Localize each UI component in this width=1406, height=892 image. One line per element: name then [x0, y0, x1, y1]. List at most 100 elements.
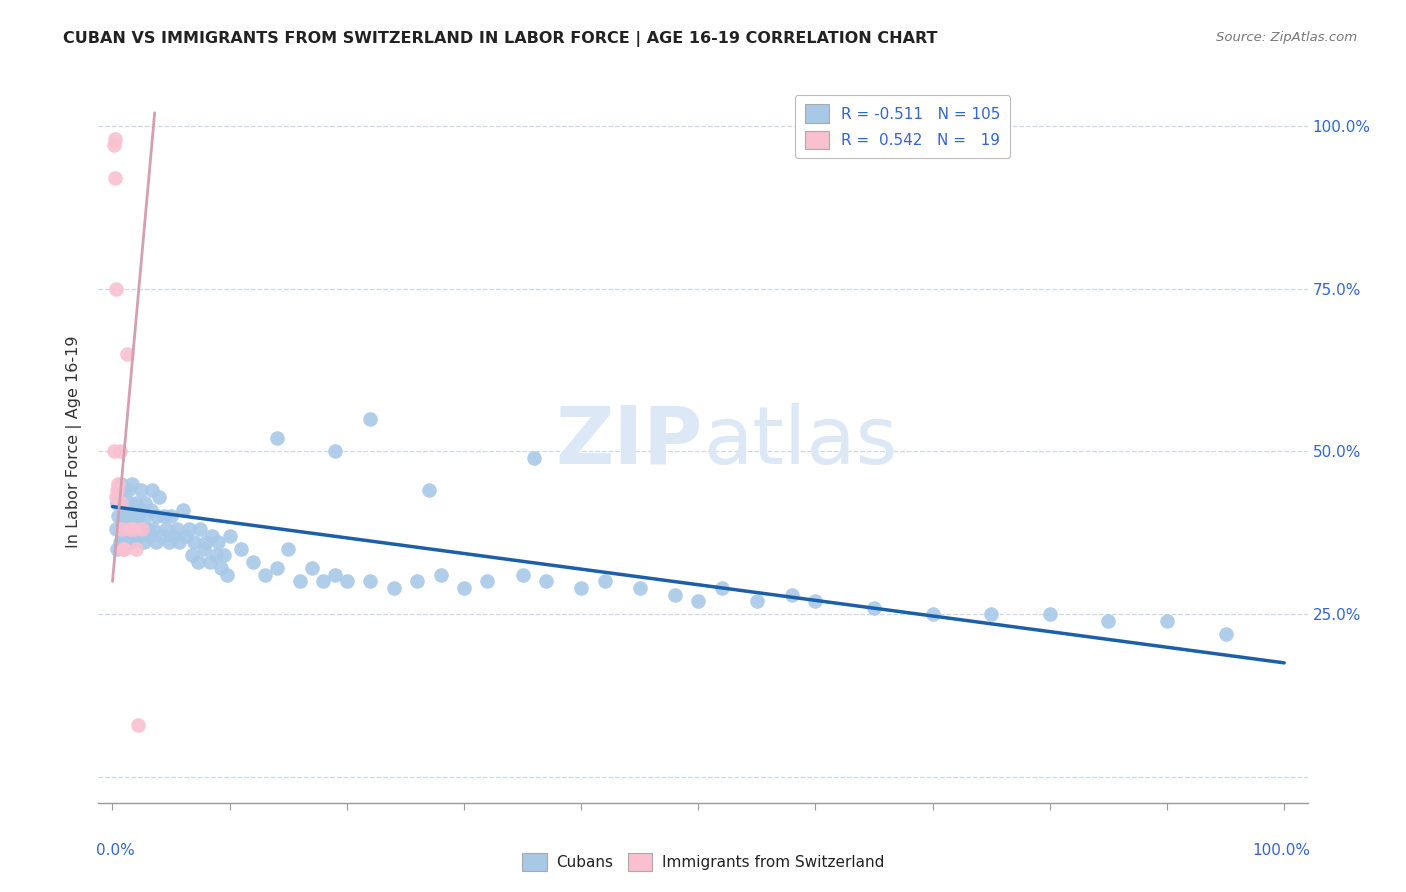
Point	[177, 523, 200, 537]
Point	[120, 523, 141, 537]
Point	[218, 529, 240, 543]
Point	[142, 523, 165, 537]
Point	[266, 561, 288, 575]
Point	[523, 450, 546, 465]
Point	[105, 483, 128, 498]
Point	[134, 496, 156, 510]
Point	[198, 555, 221, 569]
Point	[288, 574, 311, 589]
Point	[231, 541, 253, 556]
Point	[1039, 607, 1062, 621]
Point	[921, 607, 943, 621]
Point	[127, 509, 149, 524]
Point	[780, 587, 803, 601]
Point	[111, 516, 134, 530]
Point	[112, 541, 135, 556]
Point	[127, 717, 149, 731]
Point	[135, 509, 157, 524]
Point	[207, 535, 229, 549]
Point	[111, 523, 134, 537]
Point	[115, 346, 138, 360]
Point	[148, 490, 170, 504]
Point	[121, 476, 143, 491]
Point	[125, 496, 148, 510]
Point	[105, 490, 128, 504]
Point	[628, 581, 651, 595]
Point	[183, 535, 205, 549]
Point	[710, 581, 733, 595]
Point	[512, 568, 534, 582]
Point	[105, 523, 128, 537]
Point	[301, 561, 323, 575]
Point	[131, 503, 153, 517]
Point	[169, 535, 191, 549]
Point	[114, 523, 136, 537]
Point	[120, 496, 141, 510]
Point	[1156, 614, 1178, 628]
Point	[104, 132, 127, 146]
Point	[112, 483, 135, 498]
Point	[115, 509, 138, 524]
Point	[131, 523, 153, 537]
Point	[1215, 626, 1237, 640]
Point	[120, 535, 142, 549]
Point	[132, 523, 155, 537]
Point	[118, 523, 141, 537]
Point	[162, 529, 184, 543]
Point	[406, 574, 429, 589]
Point	[277, 541, 299, 556]
Point	[153, 509, 176, 524]
Point	[141, 503, 163, 517]
Point	[107, 476, 129, 491]
Point	[128, 529, 150, 543]
Point	[359, 411, 381, 425]
Point	[112, 541, 135, 556]
Point	[112, 535, 135, 549]
Point	[195, 535, 218, 549]
Point	[569, 581, 592, 595]
Point	[157, 535, 180, 549]
Point	[150, 529, 173, 543]
Point	[323, 444, 346, 458]
Point	[201, 529, 224, 543]
Point	[266, 431, 288, 445]
Point	[382, 581, 405, 595]
Point	[211, 561, 233, 575]
Legend: Cubans, Immigrants from Switzerland: Cubans, Immigrants from Switzerland	[516, 847, 890, 877]
Point	[980, 607, 1002, 621]
Text: atlas: atlas	[703, 402, 897, 481]
Point	[312, 574, 335, 589]
Point	[453, 581, 475, 595]
Point	[124, 529, 146, 543]
Point	[111, 496, 134, 510]
Point	[429, 568, 451, 582]
Point	[108, 535, 131, 549]
Point	[193, 541, 215, 556]
Point	[105, 282, 128, 296]
Point	[129, 483, 152, 498]
Point	[212, 549, 235, 563]
Point	[110, 496, 132, 510]
Point	[181, 549, 204, 563]
Point	[323, 568, 346, 582]
Point	[477, 574, 499, 589]
Point	[103, 138, 125, 153]
Point	[688, 594, 710, 608]
Point	[174, 529, 197, 543]
Point	[359, 574, 381, 589]
Text: 100.0%: 100.0%	[1251, 843, 1310, 857]
Point	[136, 523, 159, 537]
Point	[110, 523, 132, 537]
Point	[242, 555, 264, 569]
Point	[104, 170, 127, 185]
Text: Source: ZipAtlas.com: Source: ZipAtlas.com	[1216, 31, 1357, 45]
Point	[160, 509, 183, 524]
Point	[664, 587, 686, 601]
Point	[166, 523, 188, 537]
Point	[112, 509, 135, 524]
Point	[122, 523, 145, 537]
Point	[155, 523, 177, 537]
Point	[122, 509, 145, 524]
Point	[534, 574, 557, 589]
Point	[105, 496, 128, 510]
